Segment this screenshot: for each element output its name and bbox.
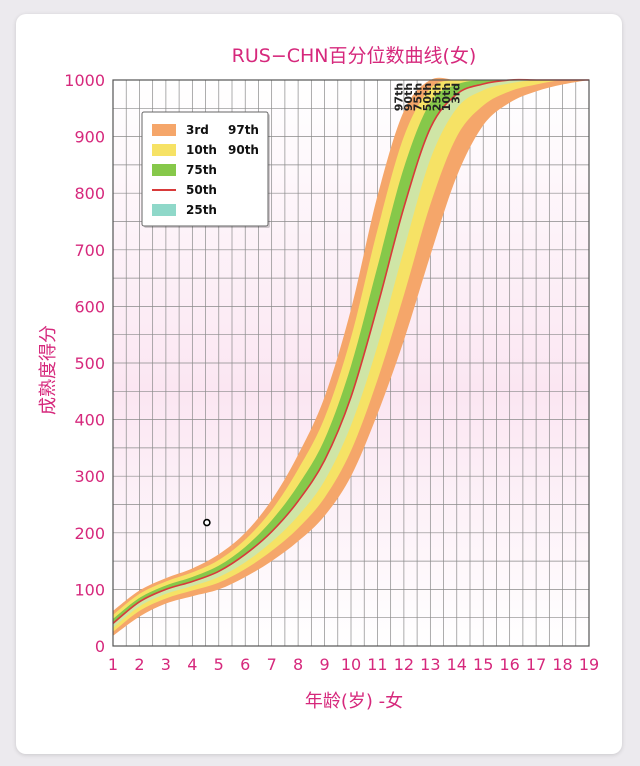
chart-title: RUS−CHN百分位数曲线(女) [232, 45, 477, 67]
growth-chart: RUS−CHN百分位数曲线(女) 1 2 3 4 5 6 7 8 9 10 11 12 13 14 15 16… [38, 45, 599, 712]
plot-frame [112, 79, 590, 647]
x-tick-label: 5 [214, 655, 224, 674]
end-label: 25th [431, 83, 444, 111]
y-tick-label: 700 [74, 241, 105, 260]
end-label: 50th [421, 83, 434, 111]
axes [112, 79, 590, 647]
x-tick-label: 1 [108, 655, 118, 674]
y-tick-label: 900 [74, 128, 105, 147]
legend-box [141, 111, 269, 227]
y-tick-label: 0 [95, 637, 105, 656]
end-label: 3rd [450, 83, 463, 104]
y-tick-label: 400 [74, 411, 105, 430]
x-tick-label: 12 [394, 655, 414, 674]
legend-label: 75th [186, 163, 217, 177]
x-axis-label: 年龄(岁) -女 [305, 691, 403, 712]
x-tick-label: 7 [267, 655, 277, 674]
end-label: 90th [402, 83, 415, 111]
y-tick-label: 800 [74, 184, 105, 203]
x-tick-label: 10 [341, 655, 361, 674]
data-point [203, 518, 211, 527]
legend-label: 90th [228, 143, 259, 157]
chart-card: RUS−CHN百分位数曲线(女) 1 2 3 4 5 6 7 8 9 10 11 12 13 14 15 16… [16, 14, 622, 754]
legend-label: 50th [186, 183, 217, 197]
x-tick-label: 16 [499, 655, 519, 674]
x-tick-label: 17 [526, 655, 546, 674]
legend-swatch-10th [152, 144, 176, 156]
x-tick-label: 18 [552, 655, 572, 674]
x-tick-label: 3 [161, 655, 171, 674]
x-tick-label: 8 [293, 655, 303, 674]
x-tick-label: 14 [447, 655, 467, 674]
legend-swatch-75th [152, 164, 176, 176]
y-tick-label: 300 [74, 467, 105, 486]
legend-label: 3rd [186, 123, 209, 137]
y-axis-label: 成熟度得分 [38, 325, 59, 415]
x-tick-label: 19 [579, 655, 599, 674]
y-tick-label: 600 [74, 297, 105, 316]
x-tick-label: 15 [473, 655, 493, 674]
y-tick-label: 1000 [64, 71, 105, 90]
x-tick-label: 11 [367, 655, 387, 674]
end-label: 97th [393, 83, 406, 111]
legend: 3rd 97th 10th 90th 75th 50th 25th [141, 111, 270, 228]
band-10th-90th [113, 79, 589, 632]
y-tick-labels: 0 100 200 300 400 500 600 700 800 900 1000 [64, 71, 105, 656]
x-tick-label: 2 [134, 655, 144, 674]
data-marker [203, 518, 211, 527]
legend-swatch-25th [152, 204, 176, 216]
legend-swatch-3rd [152, 124, 176, 136]
x-tick-label: 13 [420, 655, 440, 674]
legend-label: 97th [228, 123, 259, 137]
end-label: 10th [440, 83, 453, 111]
legend-label: 25th [186, 203, 217, 217]
x-tick-labels: 1 2 3 4 5 6 7 8 9 10 11 12 13 14 15 16 17 18 19 [108, 655, 599, 674]
end-label: 75th [412, 83, 425, 111]
percentile-bands [113, 77, 589, 636]
y-tick-label: 200 [74, 524, 105, 543]
y-tick-label: 500 [74, 354, 105, 373]
x-tick-label: 6 [240, 655, 250, 674]
x-tick-label: 4 [187, 655, 197, 674]
legend-label: 10th [186, 143, 217, 157]
x-tick-label: 9 [319, 655, 329, 674]
y-tick-label: 100 [74, 580, 105, 599]
